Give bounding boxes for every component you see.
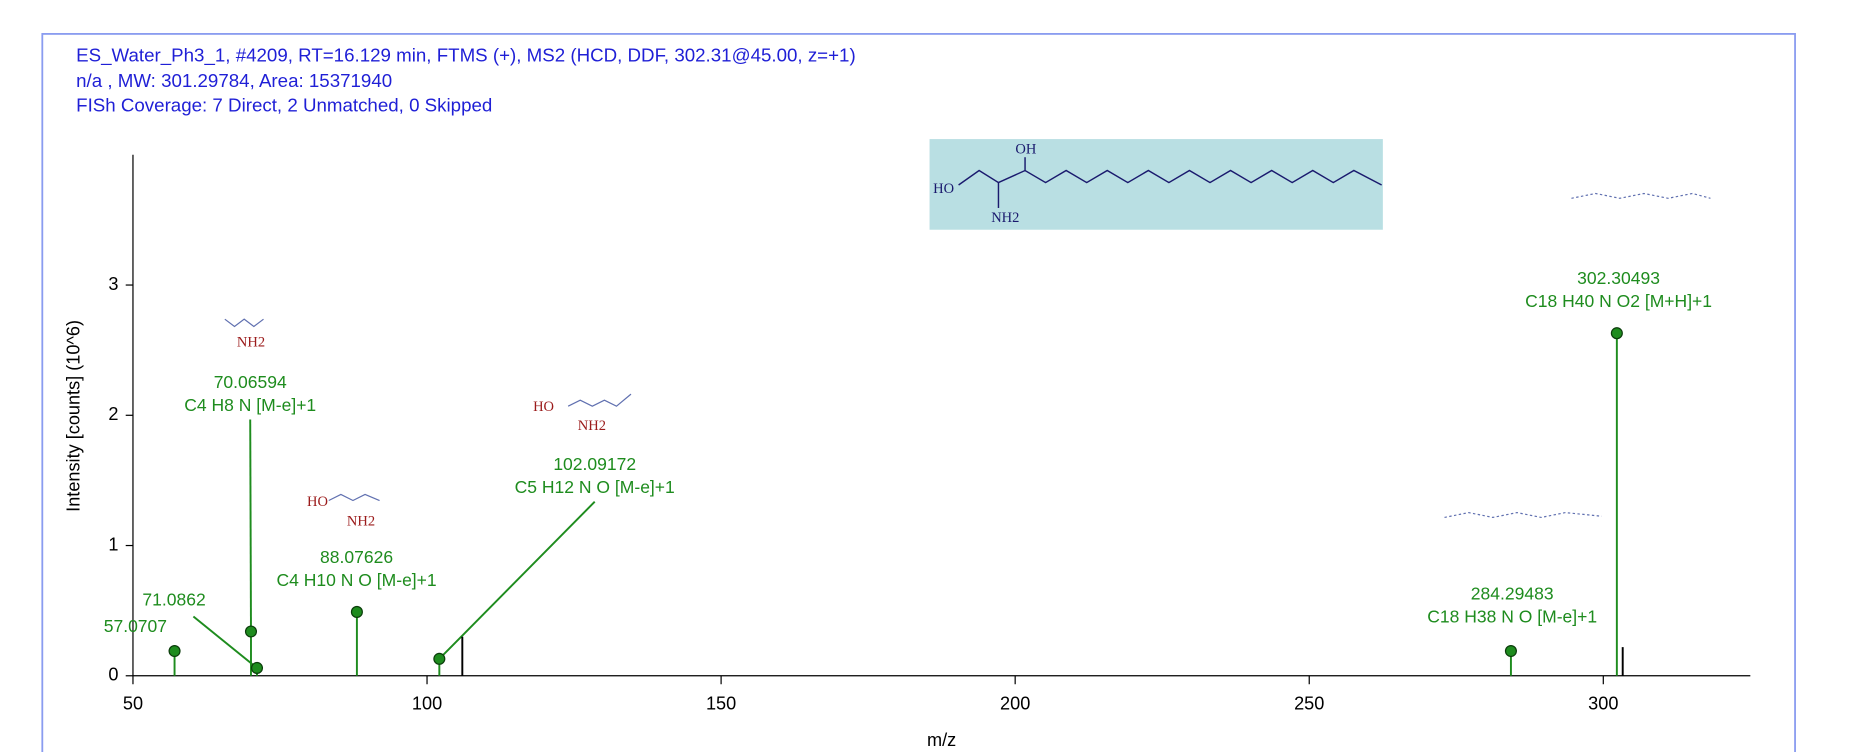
peak-marker (1610, 327, 1623, 340)
x-tick-label: 150 (706, 694, 736, 714)
fragment-icons (224, 192, 1711, 519)
peak-marker (433, 652, 446, 665)
fragment-label: NH2 (347, 514, 375, 530)
x-tick-label: 100 (412, 694, 442, 714)
fragment-label: NH2 (578, 418, 606, 434)
fragment-bond (567, 393, 632, 407)
x-tick-label: 200 (1000, 694, 1030, 714)
peak-formula-label: C18 H40 N O2 [M+H]+1 (1525, 291, 1712, 311)
peak-mass-label: 284.29483 (1471, 583, 1554, 603)
y-tick-label: 0 (108, 665, 118, 685)
peak-marker (250, 661, 264, 675)
header-line: n/a , MW: 301.29784, Area: 15371940 (76, 70, 392, 91)
frame (41, 33, 1796, 752)
y-tick-label: 3 (108, 274, 118, 294)
header-line: ES_Water_Ph3_1, #4209, RT=16.129 min, FT… (76, 45, 856, 67)
peak-formula-label: C18 H38 N O [M-e]+1 (1427, 606, 1597, 626)
fragment-bond (328, 493, 380, 502)
y-tick-label: 2 (108, 404, 118, 424)
fragment-label: NH2 (237, 335, 265, 351)
x-tick-label: 50 (123, 694, 143, 714)
peak-formula-label: C5 H12 N O [M-e]+1 (515, 477, 675, 497)
leader-line (438, 501, 596, 660)
peak-mass-label: 57.0707 (104, 616, 167, 636)
peak-marker (168, 644, 181, 658)
structure-bond (958, 169, 1382, 186)
structure-box (929, 139, 1383, 230)
y-axis-label: Intensity [counts] (10^6) (64, 320, 84, 512)
x-tick-label: 300 (1588, 694, 1618, 714)
leader-line (249, 419, 252, 632)
peak-formula-label: C4 H8 N [M-e]+1 (184, 395, 316, 415)
structure-label: NH2 (991, 210, 1019, 226)
structure: HO OH NH2 (929, 139, 1383, 230)
peak-marker (350, 605, 363, 619)
structure-label: OH (1015, 141, 1036, 157)
x-axis-label: m/z (927, 730, 956, 750)
fragment-label: HO (307, 494, 328, 510)
structure-label: HO (933, 181, 954, 197)
peak-mass-label: 71.0862 (142, 589, 205, 609)
fragment-bond (1571, 192, 1711, 199)
peak-mass-label: 70.06594 (214, 372, 287, 392)
peak-marker (244, 625, 258, 638)
peak-mass-label: 302.30493 (1577, 268, 1660, 288)
peak-mass-label: 88.07626 (320, 547, 393, 567)
peak-marker (1504, 644, 1517, 658)
header-line: FISh Coverage: 7 Direct, 2 Unmatched, 0 … (76, 94, 492, 115)
x-tick-label: 250 (1294, 694, 1324, 714)
leader-line (192, 615, 258, 669)
fragment-bond (1444, 511, 1602, 519)
fragment-label: HO (533, 399, 554, 415)
peak-mass-label: 102.09172 (553, 454, 636, 474)
fragment-bond (224, 318, 264, 328)
y-tick-label: 1 (108, 534, 118, 554)
peak-formula-label: C4 H10 N O [M-e]+1 (277, 570, 437, 590)
